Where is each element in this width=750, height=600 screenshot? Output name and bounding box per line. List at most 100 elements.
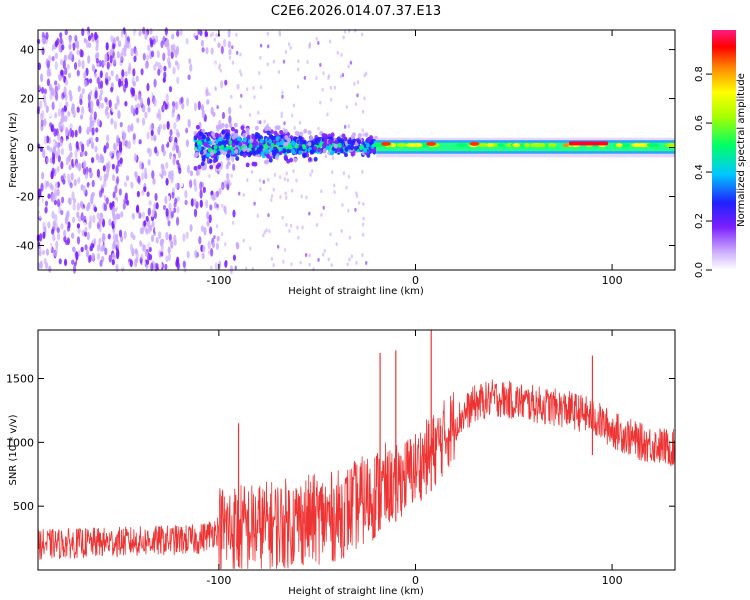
heatmap-cell <box>456 143 468 148</box>
heatmap-cell <box>363 73 366 78</box>
heatmap-cell <box>45 44 49 53</box>
heatmap-cell <box>127 140 131 150</box>
heatmap-cell <box>54 112 58 119</box>
heatmap-cell <box>259 120 262 125</box>
heatmap-cell <box>92 65 96 72</box>
heatmap-cell <box>232 254 237 261</box>
heatmap-cell <box>265 153 270 159</box>
heatmap-cell <box>313 156 318 162</box>
heatmap-cell <box>281 215 284 220</box>
heatmap-cell <box>321 87 324 92</box>
y-tick-label: 1000 <box>6 436 34 449</box>
heatmap-cell <box>190 198 194 207</box>
heatmap-cell <box>151 209 155 216</box>
heatmap-cell <box>45 105 49 113</box>
heatmap-cell <box>112 37 116 45</box>
heatmap-cell <box>144 61 148 69</box>
heatmap-cell <box>161 218 165 226</box>
heatmap-cell <box>134 199 138 207</box>
heatmap-cell <box>287 137 292 143</box>
heatmap-cell <box>58 258 62 265</box>
heatmap-cell <box>371 143 384 148</box>
heatmap-cell <box>89 171 93 178</box>
heatmap-cell <box>279 140 284 146</box>
heatmap-cell <box>124 192 128 200</box>
heatmap-cell <box>301 225 304 230</box>
heatmap-cell <box>319 62 322 67</box>
heatmap-cell <box>164 195 168 205</box>
heatmap-cell <box>317 40 320 45</box>
heatmap-cell <box>249 246 252 251</box>
snr-ticks: -100 0 100 500 1000 1500 <box>6 330 675 587</box>
heatmap-cell <box>280 111 283 116</box>
heatmap-cell <box>283 121 286 126</box>
heatmap-cell <box>230 126 235 132</box>
heatmap-cell <box>305 195 308 200</box>
heatmap-cell <box>77 162 82 172</box>
heatmap-cell <box>202 245 206 253</box>
heatmap-cell <box>132 68 136 77</box>
heatmap-cell <box>289 45 292 50</box>
heatmap-cell <box>154 146 158 154</box>
heatmap-cell <box>361 232 365 237</box>
heatmap-cell <box>210 195 213 200</box>
heatmap-cell <box>167 252 172 262</box>
heatmap-cell <box>200 161 205 167</box>
heatmap-cell <box>302 153 307 159</box>
heatmap-cell <box>53 128 57 137</box>
heatmap-cell <box>129 243 134 252</box>
heatmap-cell <box>104 174 109 181</box>
heatmap-cell <box>127 261 131 269</box>
heatmap-cell <box>219 68 222 73</box>
heatmap-cell <box>234 129 239 134</box>
heatmap-cell <box>369 140 374 146</box>
heatmap-cell <box>76 49 80 55</box>
heatmap-cell <box>165 177 169 186</box>
heatmap-cell <box>177 162 181 171</box>
heatmap-cell <box>211 242 216 249</box>
heatmap-cell <box>63 86 67 96</box>
heatmap-cell <box>65 126 69 136</box>
heatmap-cell <box>59 32 63 38</box>
heatmap-cell <box>51 55 55 62</box>
heatmap-cell <box>426 141 437 146</box>
heatmap-cell <box>225 132 230 138</box>
heatmap-cell <box>111 259 115 266</box>
heatmap-cell <box>216 105 219 110</box>
heatmap-cell <box>242 238 245 243</box>
heatmap-cell <box>291 148 296 154</box>
heatmap-cell <box>89 114 93 124</box>
x-tick-label: 100 <box>602 574 623 587</box>
heatmap-cell <box>84 150 88 157</box>
heatmap-cell <box>89 136 93 143</box>
heatmap-cell <box>234 149 239 154</box>
heatmap-cell <box>136 240 140 250</box>
heatmap-cell <box>202 186 206 194</box>
heatmap-cell <box>284 191 287 196</box>
heatmap-cell <box>170 210 175 218</box>
heatmap-cell <box>224 123 229 129</box>
heatmap-hot-segment <box>568 141 609 146</box>
heatmap-cell <box>279 194 282 199</box>
heatmap-cell <box>236 136 241 142</box>
heatmap-cell <box>239 52 242 57</box>
heatmap-cell <box>168 86 173 93</box>
heatmap-cell <box>235 156 240 161</box>
heatmap-cell <box>69 123 73 130</box>
heatmap-cell <box>512 143 520 148</box>
heatmap-cell <box>303 128 308 134</box>
heatmap-cell <box>253 201 256 206</box>
heatmap-cell <box>176 201 180 208</box>
heatmap-cell <box>256 147 261 152</box>
heatmap-cell <box>163 71 167 79</box>
heatmap-cell <box>212 162 216 167</box>
heatmap-cell <box>91 36 95 43</box>
heatmap-cell <box>69 93 73 102</box>
heatmap-cell <box>209 226 213 235</box>
heatmap-cell <box>298 120 302 125</box>
heatmap-cell <box>254 131 259 137</box>
heatmap-cell <box>39 260 43 270</box>
heatmap-cell <box>213 63 218 69</box>
heatmap-cell <box>111 43 115 50</box>
heatmap-cell <box>213 192 217 201</box>
